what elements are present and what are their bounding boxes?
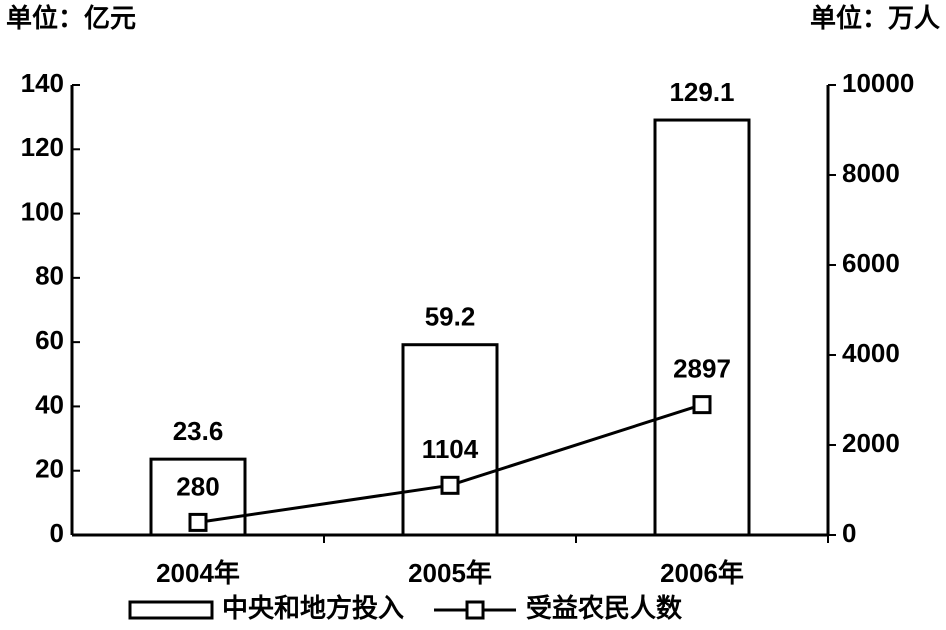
x-tick-label: 2005年 [408, 558, 492, 588]
legend-swatch [128, 600, 214, 620]
y-tick-label: 0 [50, 518, 64, 548]
y2-tick-label: 4000 [842, 338, 900, 368]
line-marker [440, 475, 460, 495]
legend-label: 中央和地方投入 [222, 593, 404, 623]
bar [653, 118, 751, 537]
y2-tick-label: 10000 [842, 68, 914, 98]
x-tick-label: 2006年 [660, 558, 744, 588]
bar-value-label: 23.6 [173, 416, 224, 446]
y-tick-label: 40 [35, 389, 64, 419]
line-value-label: 280 [176, 471, 219, 501]
y2-tick-label: 6000 [842, 248, 900, 278]
y-tick-label: 20 [35, 454, 64, 484]
line-value-label: 1104 [422, 434, 479, 464]
bar-value-label: 129.1 [669, 77, 734, 107]
y2-tick-label: 8000 [842, 158, 900, 188]
bar [401, 343, 499, 537]
bar-value-label: 59.2 [425, 302, 476, 332]
y-tick-label: 60 [35, 325, 64, 355]
y2-tick-label: 2000 [842, 428, 900, 458]
legend-label: 受益农民人数 [526, 593, 683, 623]
line-value-label: 2897 [673, 354, 731, 384]
y-tick-label: 80 [35, 261, 64, 291]
y-axis-label: 单位：亿元 [6, 3, 136, 33]
y-tick-label: 140 [21, 68, 64, 98]
y-tick-label: 100 [21, 196, 64, 226]
y2-axis-label: 单位：万人 [810, 3, 940, 33]
x-tick-label: 2004年 [156, 558, 240, 588]
line-marker [188, 512, 208, 532]
line-marker [692, 395, 712, 415]
y-tick-label: 120 [21, 132, 64, 162]
legend-marker [465, 600, 485, 620]
y2-tick-label: 0 [842, 518, 856, 548]
